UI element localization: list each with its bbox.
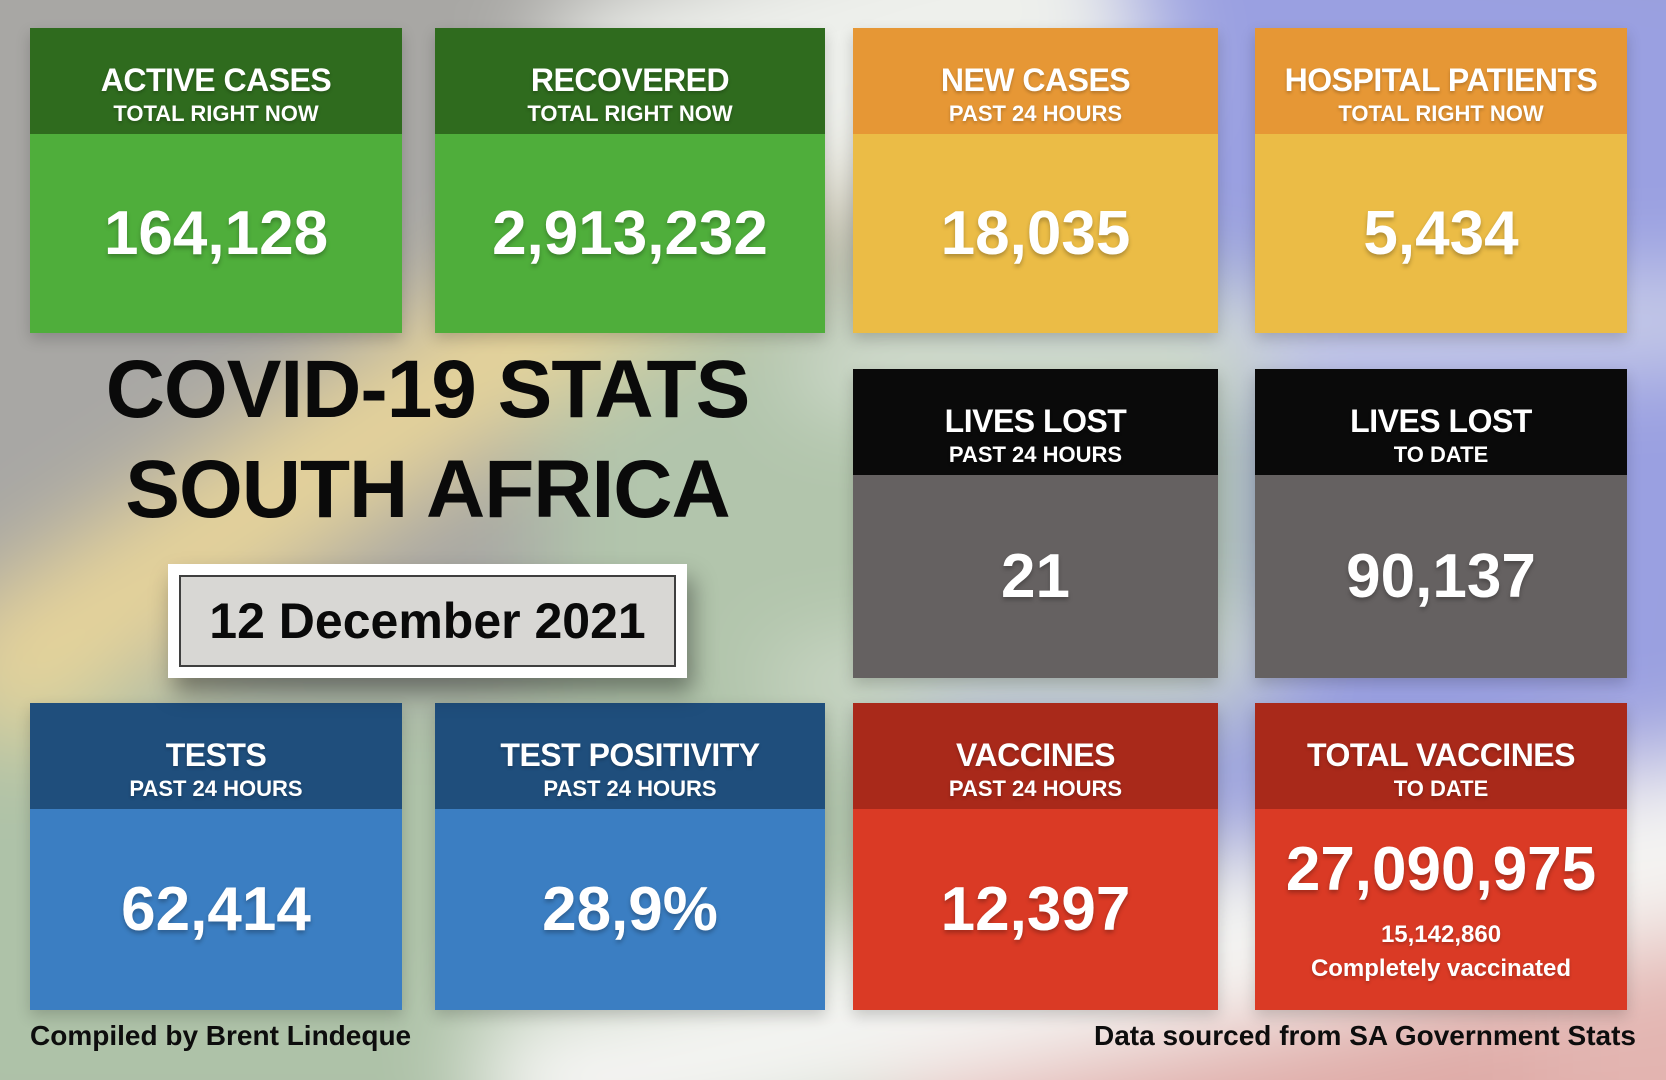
- fully-vaccinated-count: 15,142,860: [1380, 920, 1502, 948]
- card-test-positivity: TEST POSITIVITY PAST 24 HOURS 28,9%: [435, 703, 825, 1010]
- card-total-vaccines-header: TOTAL VACCINES TO DATE: [1255, 703, 1627, 809]
- card-new-cases-body: 18,035: [853, 134, 1218, 333]
- card-new-cases: NEW CASES PAST 24 HOURS 18,035: [853, 28, 1218, 333]
- card-vaccines-24h-body: 12,397: [853, 809, 1218, 1010]
- card-subtitle: TO DATE: [1393, 442, 1489, 467]
- card-hospital-patients: HOSPITAL PATIENTS TOTAL RIGHT NOW 5,434: [1255, 28, 1627, 333]
- card-value: 5,434: [1363, 198, 1519, 268]
- card-active-cases: ACTIVE CASES TOTAL RIGHT NOW 164,128: [30, 28, 402, 333]
- card-subtitle: PAST 24 HOURS: [948, 442, 1123, 467]
- card-value: 90,137: [1346, 541, 1536, 611]
- card-tests: TESTS PAST 24 HOURS 62,414: [30, 703, 402, 1010]
- fully-vaccinated-label: Completely vaccinated: [1310, 954, 1572, 982]
- card-title: ACTIVE CASES: [100, 62, 332, 98]
- compiled-by-credit: Compiled by Brent Lindeque: [30, 1020, 412, 1051]
- card-subtitle: TOTAL RIGHT NOW: [527, 101, 733, 126]
- card-recovered-body: 2,913,232: [435, 134, 825, 333]
- card-active-cases-header: ACTIVE CASES TOTAL RIGHT NOW: [30, 28, 402, 134]
- report-date: 12 December 2021: [179, 575, 676, 667]
- card-lives-lost-total-header: LIVES LOST TO DATE: [1255, 369, 1627, 475]
- card-title: TOTAL VACCINES: [1307, 737, 1575, 773]
- card-value: 21: [1001, 541, 1070, 611]
- card-hospital-patients-body: 5,434: [1255, 134, 1627, 333]
- card-lives-lost-24h-header: LIVES LOST PAST 24 HOURS: [853, 369, 1218, 475]
- card-title: HOSPITAL PATIENTS: [1284, 62, 1598, 98]
- card-recovered-header: RECOVERED TOTAL RIGHT NOW: [435, 28, 825, 134]
- card-subtitle: PAST 24 HOURS: [948, 101, 1123, 126]
- card-lives-lost-24h: LIVES LOST PAST 24 HOURS 21: [853, 369, 1218, 678]
- card-tests-body: 62,414: [30, 809, 402, 1010]
- card-active-cases-body: 164,128: [30, 134, 402, 333]
- card-value: 27,090,975: [1285, 834, 1597, 904]
- card-value: 164,128: [103, 198, 329, 268]
- date-box: 12 December 2021: [168, 564, 687, 678]
- title-block: COVID-19 STATS SOUTH AFRICA 12 December …: [30, 340, 825, 678]
- data-source-credit: Data sourced from SA Government Stats: [1094, 1020, 1636, 1051]
- card-title: LIVES LOST: [1350, 403, 1532, 439]
- card-value: 18,035: [940, 198, 1131, 268]
- card-subtitle: PAST 24 HOURS: [543, 776, 717, 801]
- card-title: VACCINES: [956, 737, 1115, 773]
- card-subtitle: PAST 24 HOURS: [129, 776, 303, 801]
- page-title-line1: COVID-19 STATS: [105, 344, 751, 435]
- card-subtitle: TOTAL RIGHT NOW: [1338, 101, 1544, 126]
- page-title-line2: SOUTH AFRICA: [125, 444, 730, 535]
- card-value: 62,414: [121, 874, 311, 944]
- card-title: LIVES LOST: [944, 403, 1127, 439]
- card-total-vaccines-body: 27,090,975 15,142,860 Completely vaccina…: [1255, 809, 1627, 1010]
- card-lives-lost-24h-body: 21: [853, 475, 1218, 678]
- card-recovered: RECOVERED TOTAL RIGHT NOW 2,913,232: [435, 28, 825, 333]
- card-title: NEW CASES: [940, 62, 1131, 98]
- card-title: RECOVERED: [530, 62, 730, 98]
- card-subtitle: TOTAL RIGHT NOW: [113, 101, 319, 126]
- card-total-vaccines: TOTAL VACCINES TO DATE 27,090,975 15,142…: [1255, 703, 1627, 1010]
- card-value: 12,397: [940, 874, 1131, 944]
- card-subtitle: TO DATE: [1393, 776, 1489, 801]
- card-title: TESTS: [165, 737, 267, 773]
- card-vaccines-24h-header: VACCINES PAST 24 HOURS: [853, 703, 1218, 809]
- card-title: TEST POSITIVITY: [500, 737, 760, 773]
- card-value: 28,9%: [542, 874, 718, 944]
- card-lives-lost-total-body: 90,137: [1255, 475, 1627, 678]
- card-test-positivity-header: TEST POSITIVITY PAST 24 HOURS: [435, 703, 825, 809]
- card-tests-header: TESTS PAST 24 HOURS: [30, 703, 402, 809]
- card-hospital-patients-header: HOSPITAL PATIENTS TOTAL RIGHT NOW: [1255, 28, 1627, 134]
- card-subtitle: PAST 24 HOURS: [948, 776, 1123, 801]
- card-value: 2,913,232: [492, 198, 768, 268]
- card-lives-lost-total: LIVES LOST TO DATE 90,137: [1255, 369, 1627, 678]
- card-test-positivity-body: 28,9%: [435, 809, 825, 1010]
- card-new-cases-header: NEW CASES PAST 24 HOURS: [853, 28, 1218, 134]
- card-vaccines-24h: VACCINES PAST 24 HOURS 12,397: [853, 703, 1218, 1010]
